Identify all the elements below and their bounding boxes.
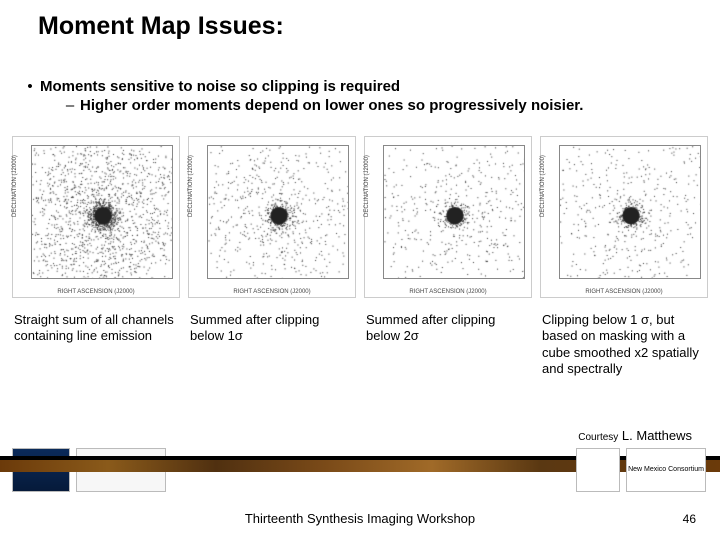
plot-area: [383, 145, 525, 279]
y-axis-label: DECLINATION (J2000): [188, 155, 194, 217]
moment-map-panel-2: DECLINATION (J2000) RIGHT ASCENSION (J20…: [188, 136, 356, 298]
sub-bullet-item: – Higher order moments depend on lower o…: [20, 97, 700, 114]
x-axis-label: RIGHT ASCENSION (J2000): [409, 289, 486, 295]
bullet-marker: •: [20, 78, 40, 95]
plot-area: [207, 145, 349, 279]
page-number: 46: [683, 512, 696, 526]
x-axis-label: RIGHT ASCENSION (J2000): [233, 289, 310, 295]
bullet-item: • Moments sensitive to noise so clipping…: [20, 78, 700, 95]
courtesy-line: Courtesy L. Matthews: [578, 428, 692, 443]
footer-logos-right: New Mexico Consortium: [576, 448, 706, 492]
figure-caption-4: Clipping below 1 σ, but based on masking…: [540, 312, 708, 377]
x-axis-label: RIGHT ASCENSION (J2000): [57, 289, 134, 295]
figure-caption-2: Summed after clipping below 1σ: [188, 312, 356, 377]
x-axis-label: RIGHT ASCENSION (J2000): [585, 289, 662, 295]
moment-map-panel-3: DECLINATION (J2000) RIGHT ASCENSION (J20…: [364, 136, 532, 298]
sub-bullet-text: Higher order moments depend on lower one…: [80, 97, 583, 114]
moment-map-panel-4: DECLINATION (J2000) RIGHT ASCENSION (J20…: [540, 136, 708, 298]
figure-caption-1: Straight sum of all channels containing …: [12, 312, 180, 377]
y-axis-label: DECLINATION (J2000): [12, 155, 18, 217]
plot-area: [559, 145, 701, 279]
figure-caption-3: Summed after clipping below 2σ: [364, 312, 532, 377]
slide-title: Moment Map Issues:: [38, 12, 284, 41]
courtesy-name: L. Matthews: [622, 428, 692, 443]
y-axis-label: DECLINATION (J2000): [540, 155, 546, 217]
y-axis-label: DECLINATION (J2000): [364, 155, 370, 217]
captions-row: Straight sum of all channels containing …: [12, 312, 708, 377]
bullet-list: • Moments sensitive to noise so clipping…: [20, 78, 700, 114]
plot-area: [31, 145, 173, 279]
sub-bullet-marker: –: [60, 97, 80, 114]
bullet-text: Moments sensitive to noise so clipping i…: [40, 78, 400, 95]
moment-map-panel-1: DECLINATION (J2000) RIGHT ASCENSION (J20…: [12, 136, 180, 298]
footer-title: Thirteenth Synthesis Imaging Workshop: [245, 511, 475, 526]
figures-row: DECLINATION (J2000) RIGHT ASCENSION (J20…: [12, 136, 708, 298]
courtesy-label: Courtesy: [578, 432, 618, 443]
nm-consortium-logo: New Mexico Consortium: [626, 448, 706, 492]
footer-small-logo: [576, 448, 620, 492]
